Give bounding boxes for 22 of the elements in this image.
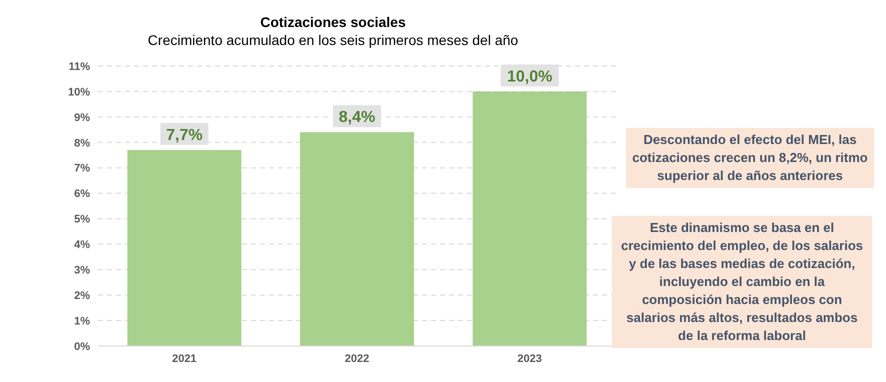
text: Descontando el efecto del MEI, las cotizaciones crecen un 8,2%, un ritmo superior al de años anteriores — [626, 128, 874, 188]
y-tick-label: 6% — [74, 188, 90, 200]
data-label: 8,4% — [338, 109, 376, 126]
text: Este dinamismo se basa en el crecimiento del empleo, de los salarios y de las bases medias de cotización, incluyendo el cambio en la composición hacia empleos con salarios más altos, resultados ambos de la reforma laboral — [612, 216, 872, 348]
x-tick-label: 2023 — [517, 352, 542, 365]
y-tick-label: 7% — [74, 162, 90, 175]
x-tick-label: 2021 — [172, 352, 197, 365]
y-tick-label: 10% — [68, 86, 90, 98]
y-tick-label: 5% — [74, 214, 90, 226]
y-tick-label: 0% — [74, 340, 90, 353]
data-label: 7,7% — [166, 127, 203, 144]
y-tick-label: 4% — [74, 239, 90, 252]
y-tick-label: 1% — [74, 315, 90, 328]
x-tick-label: 2022 — [344, 352, 370, 365]
chart-subtitle: Crecimiento acumulado en los seis primeros meses del año — [146, 32, 520, 48]
y-tick-label: 8% — [74, 137, 90, 150]
y-tick-label: 9% — [74, 112, 90, 124]
y-tick-label: 11% — [68, 60, 90, 73]
data-label: 10,0% — [507, 68, 552, 86]
y-tick-label: 3% — [74, 264, 90, 277]
chart-title: Cotizaciones sociales — [259, 14, 407, 30]
y-tick-label: 2% — [74, 290, 90, 302]
